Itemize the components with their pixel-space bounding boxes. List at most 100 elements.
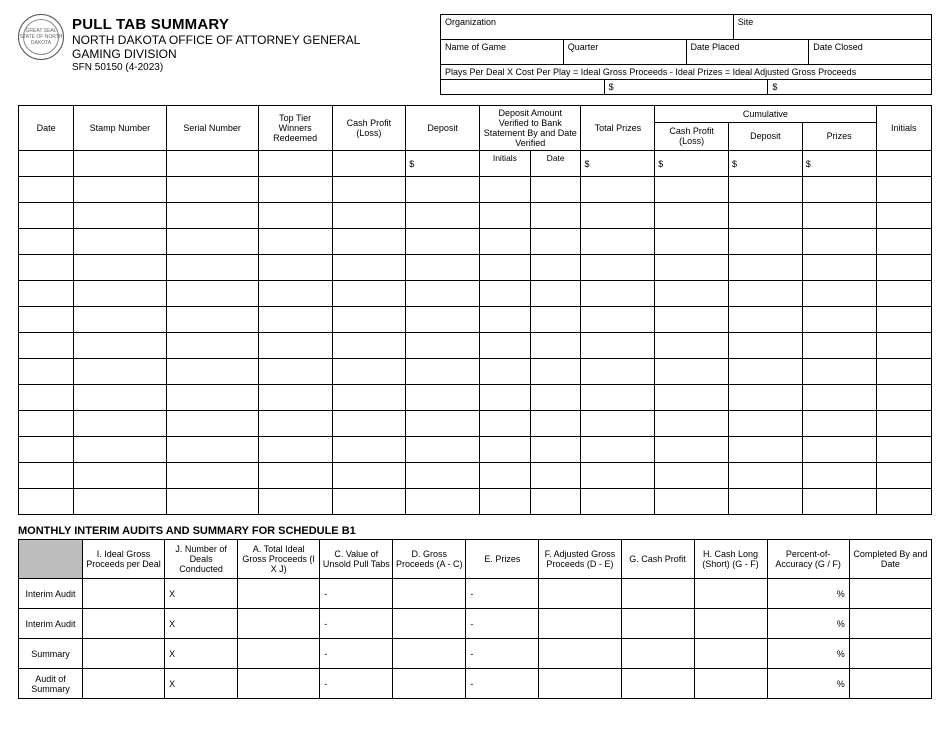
cell[interactable] — [876, 437, 931, 463]
cell[interactable] — [406, 203, 480, 229]
cell[interactable] — [530, 281, 581, 307]
cell[interactable] — [332, 307, 406, 333]
cell[interactable] — [74, 229, 166, 255]
cell[interactable] — [802, 229, 876, 255]
cell[interactable] — [258, 411, 332, 437]
cell[interactable] — [258, 463, 332, 489]
field-name-of-game[interactable]: Name of Game — [441, 40, 564, 64]
audit-cell[interactable] — [621, 609, 694, 639]
cell[interactable] — [74, 177, 166, 203]
cell-cum-deposit[interactable]: $ — [728, 151, 802, 177]
field-site[interactable]: Site — [734, 15, 931, 39]
cell[interactable] — [530, 437, 581, 463]
cell[interactable] — [655, 463, 729, 489]
cell[interactable] — [728, 359, 802, 385]
cell[interactable] — [19, 359, 74, 385]
cell[interactable] — [802, 359, 876, 385]
cell[interactable] — [655, 255, 729, 281]
cell[interactable] — [406, 229, 480, 255]
subcol-date[interactable]: Date — [530, 151, 581, 177]
formula-val-gross[interactable]: $ — [605, 80, 769, 94]
cell[interactable] — [258, 307, 332, 333]
cell[interactable] — [19, 307, 74, 333]
cell[interactable] — [655, 385, 729, 411]
cell[interactable] — [876, 229, 931, 255]
cell[interactable] — [406, 411, 480, 437]
audit-cell[interactable]: - — [466, 669, 539, 699]
cell[interactable] — [166, 307, 258, 333]
cell[interactable] — [655, 333, 729, 359]
audit-cell[interactable] — [539, 579, 621, 609]
cell[interactable] — [728, 229, 802, 255]
cell[interactable] — [581, 437, 655, 463]
cell[interactable] — [332, 151, 406, 177]
audit-cell[interactable]: Summary — [19, 639, 83, 669]
cell[interactable] — [876, 359, 931, 385]
cell[interactable] — [74, 489, 166, 515]
audit-cell[interactable] — [849, 669, 931, 699]
cell[interactable] — [728, 489, 802, 515]
audit-cell[interactable] — [393, 609, 466, 639]
formula-val-plays[interactable] — [441, 80, 605, 94]
cell[interactable] — [530, 255, 581, 281]
cell[interactable] — [530, 307, 581, 333]
audit-cell[interactable]: % — [767, 669, 849, 699]
cell[interactable] — [876, 307, 931, 333]
cell[interactable] — [480, 411, 531, 437]
cell[interactable] — [332, 281, 406, 307]
audit-cell[interactable] — [694, 579, 767, 609]
cell[interactable] — [332, 333, 406, 359]
cell[interactable] — [530, 463, 581, 489]
cell[interactable] — [802, 463, 876, 489]
field-organization[interactable]: Organization — [441, 15, 734, 39]
audit-cell[interactable]: - — [320, 609, 393, 639]
cell[interactable] — [74, 255, 166, 281]
cell[interactable] — [655, 489, 729, 515]
cell[interactable] — [876, 411, 931, 437]
audit-cell[interactable]: Audit of Summary — [19, 669, 83, 699]
cell[interactable] — [480, 203, 531, 229]
cell[interactable] — [581, 307, 655, 333]
cell[interactable] — [166, 463, 258, 489]
field-quarter[interactable]: Quarter — [564, 40, 687, 64]
cell[interactable] — [406, 255, 480, 281]
cell[interactable] — [74, 385, 166, 411]
cell[interactable] — [19, 203, 74, 229]
cell[interactable] — [19, 333, 74, 359]
audit-cell[interactable]: % — [767, 579, 849, 609]
field-date-placed[interactable]: Date Placed — [687, 40, 810, 64]
cell[interactable] — [802, 411, 876, 437]
audit-cell[interactable] — [694, 639, 767, 669]
cell[interactable] — [581, 229, 655, 255]
cell[interactable] — [166, 385, 258, 411]
cell[interactable] — [530, 203, 581, 229]
cell[interactable] — [258, 151, 332, 177]
cell[interactable] — [530, 489, 581, 515]
cell[interactable] — [530, 229, 581, 255]
cell[interactable] — [655, 229, 729, 255]
cell[interactable] — [480, 463, 531, 489]
cell[interactable] — [655, 307, 729, 333]
cell[interactable] — [332, 359, 406, 385]
cell[interactable] — [728, 281, 802, 307]
cell[interactable] — [480, 281, 531, 307]
field-date-closed[interactable]: Date Closed — [809, 40, 931, 64]
cell[interactable] — [530, 385, 581, 411]
audit-cell[interactable]: % — [767, 609, 849, 639]
audit-cell[interactable] — [393, 669, 466, 699]
cell[interactable] — [19, 229, 74, 255]
cell[interactable] — [876, 255, 931, 281]
audit-cell[interactable]: X — [165, 579, 238, 609]
cell[interactable] — [480, 489, 531, 515]
cell[interactable] — [530, 333, 581, 359]
cell[interactable] — [655, 177, 729, 203]
cell[interactable] — [728, 411, 802, 437]
cell[interactable] — [332, 385, 406, 411]
cell[interactable] — [166, 333, 258, 359]
cell[interactable] — [19, 177, 74, 203]
cell[interactable] — [530, 177, 581, 203]
cell[interactable] — [480, 229, 531, 255]
cell[interactable] — [581, 255, 655, 281]
cell[interactable] — [480, 177, 531, 203]
cell[interactable] — [728, 177, 802, 203]
